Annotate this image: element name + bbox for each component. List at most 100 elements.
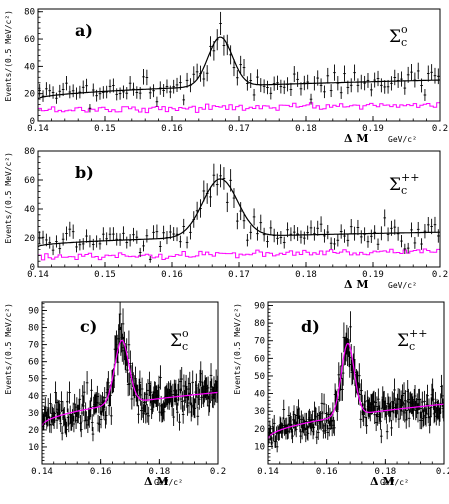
data-point: [313, 226, 316, 241]
data-point: [426, 384, 429, 407]
data-point: [299, 82, 303, 96]
x-tick-label: 0.14: [27, 124, 49, 134]
data-point: [118, 87, 122, 100]
data-point: [306, 225, 309, 240]
data-point: [407, 388, 410, 411]
data-point: [373, 405, 376, 425]
data-point: [199, 361, 203, 387]
data-point: [232, 59, 236, 77]
panel-label: b): [75, 163, 94, 182]
data-point: [275, 441, 279, 453]
x-tick-label: 0.16: [161, 124, 183, 134]
particle-symbol: Σ: [170, 331, 182, 351]
data-point: [219, 11, 222, 35]
data-point: [406, 66, 410, 83]
x-axis-unit: GeV/c²: [388, 135, 417, 144]
y-tick-label: 90: [254, 302, 265, 312]
data-point: [282, 236, 286, 249]
data-point: [319, 78, 323, 93]
data-point: [299, 429, 302, 444]
data-point: [423, 390, 426, 412]
data-point: [58, 243, 62, 254]
panel-label: a): [75, 21, 93, 40]
data-point: [137, 405, 140, 424]
data-point: [377, 388, 380, 410]
y-tick-label: 0: [30, 117, 35, 127]
data-point: [346, 234, 350, 247]
data-point: [66, 391, 69, 413]
data-point: [311, 410, 314, 429]
data-point: [413, 385, 417, 407]
data-point: [74, 411, 78, 429]
data-point: [91, 83, 95, 97]
data-point: [72, 415, 76, 433]
panel-b: 0.14 0.15 0.16 0.17 0.18 0.19 0.2 0 20 40 60 80 Even…: [4, 147, 448, 291]
data-point: [145, 383, 148, 406]
data-point: [356, 78, 360, 93]
data-point: [296, 227, 299, 241]
data-point: [322, 393, 326, 415]
y-tick-label: 40: [24, 62, 35, 72]
data-point: [147, 406, 150, 425]
data-point: [306, 426, 310, 441]
data-point: [329, 237, 333, 250]
data-point: [386, 79, 390, 94]
particle-symbol: Σ: [389, 175, 401, 195]
data-point: [90, 414, 94, 431]
y-tick-label: 10: [254, 442, 265, 452]
particle-subscript: c: [401, 184, 407, 197]
data-point: [323, 85, 326, 99]
data-point: [262, 79, 266, 94]
data-point: [179, 388, 183, 410]
data-point: [396, 226, 400, 241]
x-axis: 0.14 0.16 0.18 0.2: [31, 459, 226, 477]
data-point: [55, 92, 58, 104]
data-point: [282, 399, 286, 420]
y-tick-label: 60: [254, 354, 265, 364]
data-point: [148, 371, 151, 396]
data-point: [333, 238, 336, 250]
data-point: [48, 84, 52, 98]
y-tick-label: 20: [28, 426, 39, 436]
data-point: [135, 86, 139, 99]
data-point: [437, 68, 440, 85]
data-point: [319, 413, 323, 431]
y-tick-label: 50: [28, 375, 39, 385]
data-point: [339, 224, 343, 239]
data-point: [343, 229, 346, 243]
data-point: [333, 419, 336, 436]
data-point: [55, 411, 59, 429]
data-point: [390, 76, 393, 91]
particle-subscript: c: [409, 340, 415, 353]
data-point: [433, 216, 437, 233]
y-tick-label: 60: [24, 35, 35, 45]
data-point: [169, 224, 172, 240]
data-point: [195, 386, 199, 408]
data-point: [430, 64, 433, 81]
data-point: [259, 214, 263, 231]
data-point: [421, 391, 424, 413]
data-point: [169, 85, 172, 99]
data-point: [363, 75, 366, 91]
data-point: [376, 407, 379, 426]
data-point: [426, 217, 430, 233]
data-point: [389, 402, 393, 422]
data-point: [63, 407, 66, 426]
data-point: [162, 402, 166, 422]
data-point: [85, 229, 88, 243]
data-point: [316, 412, 319, 431]
data-point: [209, 36, 212, 57]
x-tick-label: 0.2: [210, 467, 226, 477]
data-point: [196, 407, 200, 426]
data-point: [376, 70, 380, 87]
data-point: [429, 397, 433, 418]
data-point: [420, 238, 423, 250]
data-point: [252, 208, 256, 226]
data-point: [188, 371, 192, 396]
data-point: [148, 256, 152, 263]
x-axis-unit: GeV/c²: [388, 281, 417, 290]
x-tick-label: 0.14: [27, 270, 49, 280]
data-point: [272, 414, 276, 432]
